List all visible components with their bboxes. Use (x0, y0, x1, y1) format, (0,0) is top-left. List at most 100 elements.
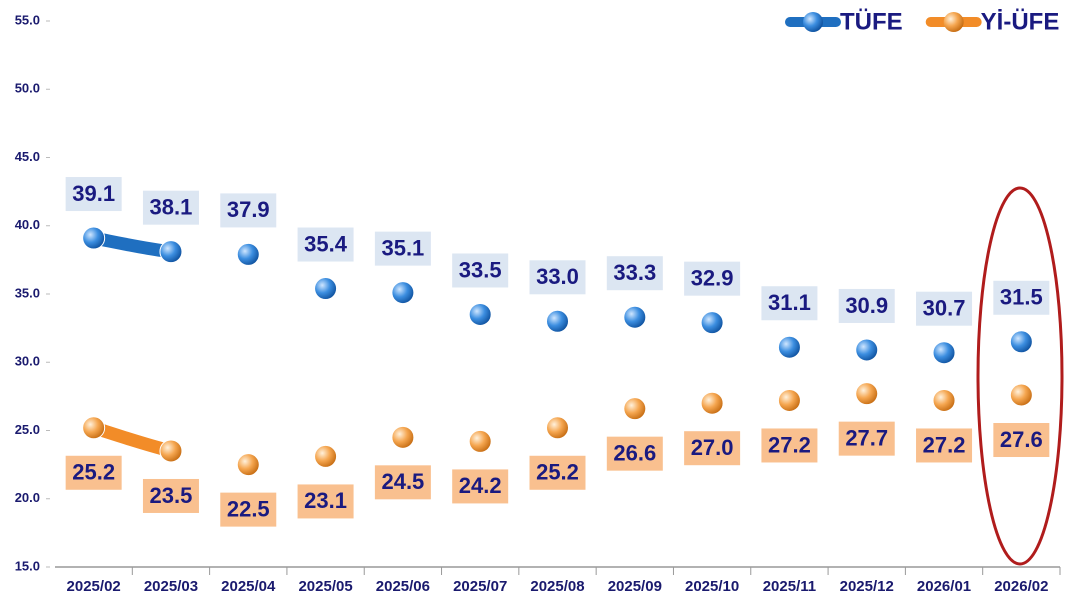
label-box (452, 253, 509, 288)
point (855, 382, 879, 406)
data-label: 27.6 (1000, 427, 1043, 452)
x-tick-label: 2025/12 (840, 578, 894, 595)
label-box (993, 423, 1050, 458)
label-box (220, 492, 277, 527)
y-tick-label: 45.0 (15, 149, 40, 164)
label-box (374, 231, 431, 266)
label-box (65, 455, 122, 490)
x-tick-label: 2025/02 (67, 578, 121, 595)
y-tick-label: 55.0 (15, 12, 40, 27)
x-tick-label: 2025/11 (763, 578, 816, 595)
label-box (606, 256, 663, 291)
point (236, 242, 260, 266)
point (546, 416, 569, 440)
point (777, 335, 801, 359)
point (700, 391, 724, 415)
label-box (761, 286, 818, 321)
point (468, 302, 492, 326)
x-tick-label: 2025/10 (685, 578, 739, 595)
legend-marker (943, 12, 964, 32)
data-label: 24.2 (459, 473, 502, 498)
point (468, 429, 492, 453)
label-box (65, 177, 122, 212)
label-box (220, 193, 277, 228)
y-tick-label: 50.0 (15, 81, 40, 96)
label-box (684, 261, 741, 296)
x-tick-label: 2026/02 (994, 578, 1048, 595)
x-tick-label: 2025/07 (453, 578, 507, 595)
data-label: 35.4 (304, 231, 348, 256)
data-label: 23.5 (150, 483, 193, 508)
point (236, 453, 260, 477)
point (855, 338, 879, 362)
data-label: 25.2 (72, 460, 115, 485)
y-tick-label: 20.0 (15, 490, 40, 505)
label-box (297, 227, 354, 262)
label-box (838, 421, 895, 456)
legend-label: TÜFE (840, 8, 903, 35)
data-label: 33.5 (459, 257, 502, 282)
data-label: 24.5 (381, 469, 424, 494)
y-tick-label: 15.0 (15, 558, 40, 573)
label-box (452, 469, 509, 504)
legend-label: Yİ-ÜFE (981, 8, 1060, 35)
legend-marker (803, 12, 823, 32)
label-box (606, 436, 663, 471)
point (700, 311, 724, 335)
point (546, 309, 569, 333)
data-label: 27.2 (768, 432, 811, 457)
data-label: 25.2 (536, 460, 579, 485)
point (159, 439, 183, 463)
label-box (993, 280, 1050, 315)
y-tick-label: 30.0 (15, 354, 40, 369)
data-label: 32.9 (691, 265, 734, 290)
y-tick-label: 25.0 (15, 422, 40, 437)
point (777, 388, 801, 412)
data-label: 39.1 (72, 181, 115, 206)
data-label: 30.7 (923, 296, 966, 321)
point (82, 416, 106, 440)
data-label: 35.1 (381, 235, 424, 260)
data-label: 31.1 (768, 290, 811, 315)
data-label: 37.9 (227, 197, 270, 222)
y-tick-label: 40.0 (15, 217, 40, 232)
label-box (529, 455, 586, 490)
point (1009, 383, 1033, 407)
data-label: 27.7 (845, 425, 888, 450)
y-tick-label: 35.0 (15, 285, 40, 300)
point (623, 305, 647, 329)
x-tick-label: 2026/01 (917, 578, 971, 595)
point (314, 277, 338, 301)
point (391, 425, 415, 449)
data-label: 27.0 (691, 435, 734, 460)
point (391, 281, 415, 305)
data-label: 23.1 (304, 488, 347, 513)
label-box (297, 484, 354, 519)
x-tick-label: 2025/08 (530, 578, 584, 595)
point (1009, 330, 1033, 354)
series-line (87, 231, 178, 259)
series-line (87, 421, 178, 458)
data-label: 27.2 (923, 432, 966, 457)
point (932, 341, 956, 365)
x-tick-label: 2025/09 (608, 578, 662, 595)
x-tick-label: 2025/05 (298, 578, 352, 595)
point (314, 444, 338, 468)
label-box (916, 428, 973, 463)
data-label: 30.9 (845, 293, 888, 318)
data-label: 31.5 (1000, 285, 1043, 310)
point (623, 397, 647, 421)
x-tick-label: 2025/03 (144, 578, 198, 595)
point (82, 226, 106, 250)
label-box (916, 291, 973, 326)
data-label: 26.6 (613, 440, 656, 465)
highlight-ellipse (976, 186, 1064, 566)
data-label: 33.0 (536, 264, 579, 289)
label-box (374, 465, 431, 500)
label-box (684, 431, 741, 466)
data-label: 38.1 (150, 194, 193, 219)
point (932, 388, 956, 412)
label-box (761, 428, 818, 463)
point (159, 240, 183, 264)
